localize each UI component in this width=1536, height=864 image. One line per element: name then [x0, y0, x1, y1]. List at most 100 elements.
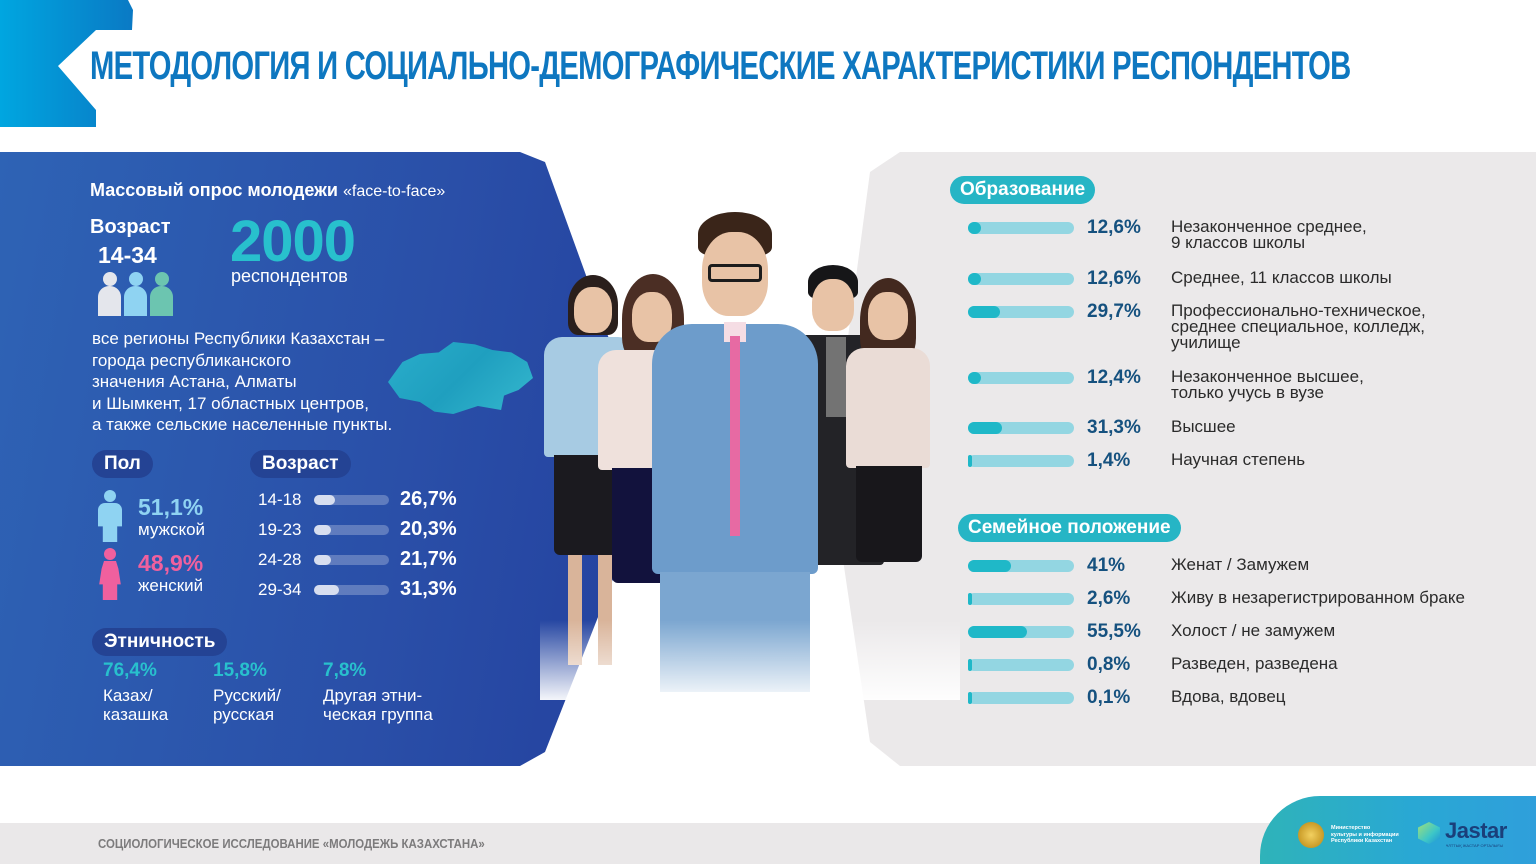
marital-percent: 0,8%: [1087, 654, 1131, 675]
education-percent: 12,4%: [1087, 367, 1141, 388]
education-percent: 12,6%: [1087, 268, 1141, 289]
jastar-subtitle: ҰЛТТЫҚ ЖАСТАР ОРТАЛЫҒЫ: [1446, 843, 1504, 848]
ethnicity-section-label: Этничность: [92, 628, 228, 656]
ethnicity-label: Русский/русская: [213, 686, 281, 724]
education-row: 12,4% Незаконченное высшее, только учусь…: [968, 367, 1364, 401]
male-label: мужской: [138, 520, 206, 539]
age-range: 14-34: [98, 242, 157, 268]
ministry-name: Министерство культуры и информации Респу…: [1331, 825, 1399, 844]
ethnicity-percent: 15,8%: [213, 660, 267, 681]
age-bar: [314, 524, 389, 535]
jastar-logo: Jastar: [1445, 818, 1507, 843]
marital-row: 0,1% Вдова, вдовец: [968, 687, 1286, 709]
marital-percent: 2,6%: [1087, 588, 1131, 609]
person-icon: [98, 272, 121, 316]
respondents-label: респондентов: [231, 266, 348, 286]
marital-bar: [968, 692, 1074, 704]
age-group-percent: 21,7%: [400, 548, 457, 570]
education-label: Научная степень: [1171, 450, 1306, 469]
ethnicity-item: 76,4% Казах/казашка: [103, 660, 168, 724]
kazakhstan-emblem-icon: [1298, 822, 1324, 848]
illustration-fade: [540, 620, 960, 700]
ethnicity-label: Казах/казашка: [103, 686, 169, 724]
ethnicity-percent: 76,4%: [103, 660, 157, 681]
people-group-icon: [98, 272, 173, 316]
age-row: 14-18 26,7%: [258, 488, 468, 511]
education-row: 1,4% Научная степень: [968, 450, 1305, 472]
survey-method: «face-to-face»: [343, 183, 446, 200]
marital-bar: [968, 560, 1074, 572]
age-row: 29-34 31,3%: [258, 578, 468, 601]
education-label: Профессионально-техническое, среднее спе…: [1171, 301, 1426, 352]
education-row: 31,3% Высшее: [968, 417, 1236, 439]
regions-line: значения Астана, Алматы: [92, 372, 297, 391]
education-percent: 29,7%: [1087, 301, 1141, 322]
ethnicity-label: Другая этни-ческая группа: [323, 686, 433, 724]
regions-line: все регионы Республики Казахстан –: [92, 329, 385, 348]
marital-label: Холост / не замужем: [1171, 621, 1336, 640]
age-group-label: 14-18: [258, 489, 302, 509]
age-label: Возраст: [90, 216, 171, 238]
marital-bar: [968, 659, 1074, 671]
marital-percent: 0,1%: [1087, 687, 1131, 708]
marital-row: 55,5% Холост / не замужем: [968, 621, 1335, 643]
education-bar: [968, 422, 1074, 434]
age-group-label: 29-34: [258, 579, 302, 599]
age-group-percent: 26,7%: [400, 488, 457, 510]
regions-line: а также сельские населенные пункты.: [92, 415, 393, 434]
female-icon: [98, 548, 122, 600]
education-section-label: Образование: [950, 176, 1096, 204]
survey-title-text: Массовый опрос молодежи: [90, 180, 338, 200]
education-bar: [968, 372, 1074, 384]
age-bar: [314, 554, 389, 565]
ethnicity-item: 7,8% Другая этни-ческая группа: [323, 660, 433, 724]
education-bar: [968, 222, 1074, 234]
footer-caption: СОЦИОЛОГИЧЕСКОЕ ИССЛЕДОВАНИЕ «МОЛОДЕЖЬ К…: [98, 836, 485, 851]
education-percent: 31,3%: [1087, 417, 1141, 438]
age-bar: [314, 494, 389, 505]
education-row: 12,6% Среднее, 11 классов школы: [968, 268, 1392, 290]
regions-line: и Шымкент, 17 областных центров,: [92, 393, 369, 413]
education-percent: 12,6%: [1087, 217, 1141, 238]
female-label: женский: [138, 576, 204, 595]
male-icon: [98, 490, 122, 542]
education-percent: 1,4%: [1087, 450, 1131, 471]
education-bar: [968, 455, 1074, 467]
marital-bar: [968, 593, 1074, 605]
age-row: 24-28 21,7%: [258, 548, 468, 571]
education-label: Высшее: [1171, 417, 1236, 436]
education-bar: [968, 306, 1074, 318]
education-label: Незаконченное среднее, 9 классов школы: [1171, 217, 1367, 252]
marital-label: Женат / Замужем: [1171, 555, 1310, 574]
ethnicity-item: 15,8% Русский/русская: [213, 660, 281, 724]
age-group-percent: 31,3%: [400, 578, 457, 600]
gender-section-label: Пол: [92, 450, 153, 478]
survey-title: Массовый опрос молодежи «face-to-face»: [90, 180, 445, 201]
marital-percent: 55,5%: [1087, 621, 1141, 642]
age-row: 19-23 20,3%: [258, 518, 468, 541]
ethnicity-percent: 7,8%: [323, 660, 367, 681]
page-title: МЕТОДОЛОГИЯ И СОЦИАЛЬНО-ДЕМОГРАФИЧЕСКИЕ …: [90, 44, 1351, 88]
marital-label: Живу в незарегистрированном браке: [1171, 588, 1465, 607]
respondents-count: 2000: [230, 209, 356, 274]
education-row: 29,7% Профессионально-техническое, средн…: [968, 301, 1426, 351]
marital-section-label: Семейное положение: [958, 514, 1181, 542]
jastar-cube-icon: [1418, 822, 1440, 844]
age-group-label: 24-28: [258, 549, 302, 569]
person-icon: [124, 272, 147, 316]
person-icon: [150, 272, 173, 316]
age-section-label: Возраст: [250, 450, 351, 478]
female-percent: 48,9%: [138, 550, 204, 576]
education-label: Незаконченное высшее, только учусь в вуз…: [1171, 367, 1364, 402]
marital-bar: [968, 626, 1074, 638]
marital-label: Разведен, разведена: [1171, 654, 1338, 673]
age-group-label: 19-23: [258, 519, 302, 539]
marital-label: Вдова, вдовец: [1171, 687, 1286, 706]
age-group-percent: 20,3%: [400, 518, 457, 540]
marital-row: 41% Женат / Замужем: [968, 555, 1309, 577]
education-row: 12,6% Незаконченное среднее, 9 классов ш…: [968, 217, 1367, 251]
regions-description: все регионы Республики Казахстан – город…: [92, 328, 432, 436]
education-bar: [968, 273, 1074, 285]
marital-row: 0,8% Разведен, разведена: [968, 654, 1338, 676]
marital-row: 2,6% Живу в незарегистрированном браке: [968, 588, 1465, 610]
